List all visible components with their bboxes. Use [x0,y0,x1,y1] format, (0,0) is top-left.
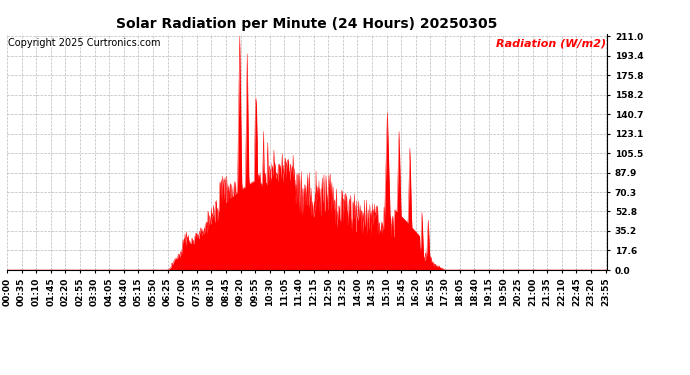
Text: Radiation (W/m2): Radiation (W/m2) [496,39,606,48]
Title: Solar Radiation per Minute (24 Hours) 20250305: Solar Radiation per Minute (24 Hours) 20… [117,17,497,31]
Text: Copyright 2025 Curtronics.com: Copyright 2025 Curtronics.com [8,39,161,48]
